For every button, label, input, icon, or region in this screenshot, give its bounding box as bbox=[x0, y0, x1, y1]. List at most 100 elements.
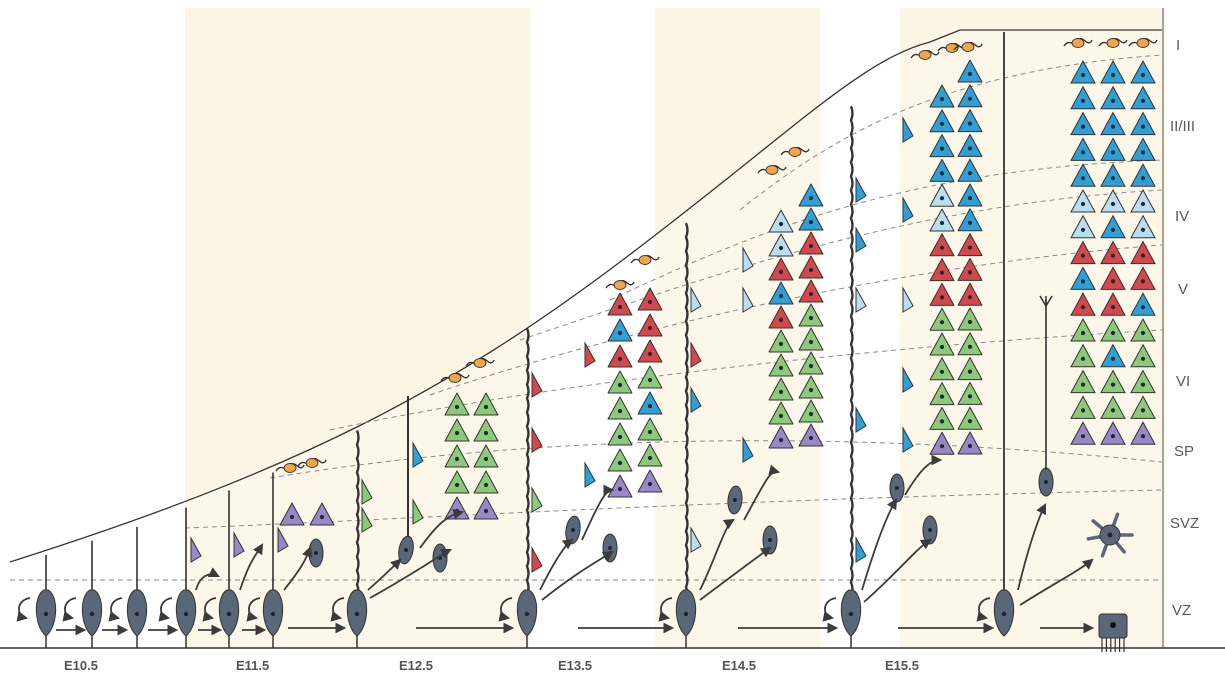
pyramidal-neuron-icon bbox=[1130, 137, 1156, 161]
pyramidal-neuron-icon bbox=[607, 344, 633, 368]
neuron-body bbox=[798, 255, 824, 279]
neuron-body bbox=[798, 327, 824, 351]
background-band bbox=[350, 8, 530, 648]
radial-glia-fibers bbox=[45, 32, 1005, 602]
nucleus bbox=[1140, 330, 1146, 336]
pyramidal-neuron-icon bbox=[607, 292, 633, 316]
neuron-body bbox=[444, 418, 470, 442]
neuron-body bbox=[1100, 266, 1126, 290]
cr-body bbox=[961, 42, 975, 52]
neuron-body bbox=[531, 546, 543, 573]
neuron-body bbox=[929, 208, 955, 232]
arrow-icon bbox=[541, 550, 614, 601]
nucleus bbox=[617, 486, 623, 492]
pyramidal-neuron-icon bbox=[798, 399, 824, 423]
nucleus bbox=[1140, 434, 1146, 439]
pyramidal-neuron-icon bbox=[798, 375, 824, 399]
pyramidal-neuron-icon bbox=[1100, 240, 1126, 265]
cajal-retzius-cell-icon bbox=[275, 463, 305, 473]
neuron-body bbox=[1070, 59, 1096, 84]
neuron-body bbox=[929, 382, 955, 406]
neuron-body bbox=[798, 303, 824, 327]
pyramidal-neuron-icon bbox=[1130, 85, 1156, 110]
neuron-body bbox=[742, 246, 754, 273]
neuron-body bbox=[1130, 421, 1156, 445]
neuron-body bbox=[637, 417, 663, 441]
nucleus bbox=[483, 404, 489, 410]
tissue-fill bbox=[10, 30, 1162, 648]
nucleus bbox=[1110, 356, 1116, 361]
nucleus bbox=[939, 444, 945, 449]
arrow-icon bbox=[699, 518, 735, 591]
nucleus bbox=[647, 429, 653, 435]
intermediate-progenitor-icon bbox=[308, 538, 324, 568]
pyramidal-neuron-icon bbox=[768, 281, 794, 305]
pyramidal-neuron-icon bbox=[1070, 59, 1096, 84]
nucleus bbox=[1110, 279, 1116, 284]
cr-body bbox=[283, 463, 297, 473]
neuron-body bbox=[1070, 163, 1096, 187]
cr-body bbox=[1071, 38, 1085, 48]
pyramidal-neuron-icon bbox=[1070, 421, 1096, 445]
nucleus bbox=[939, 245, 945, 250]
pyramidal-neuron-icon bbox=[957, 208, 983, 232]
pyramidal-neuron-icon bbox=[1070, 188, 1096, 213]
labels: I II/III IV V VI SP SVZ VZ E10.5 E11.5 E… bbox=[64, 37, 1199, 673]
laminar-boundaries bbox=[10, 54, 1163, 581]
stage-label-e13-5: E13.5 bbox=[558, 658, 592, 673]
cajal-retzius-cell-icon bbox=[910, 50, 940, 60]
pyramidal-neuron-icon bbox=[690, 286, 702, 313]
pyramidal-neuron-icon bbox=[902, 426, 914, 453]
laminar-boundary-dashed bbox=[329, 329, 1163, 431]
pyramidal-neuron-icon bbox=[957, 133, 983, 157]
nucleus bbox=[1080, 305, 1086, 310]
neuron-body bbox=[957, 84, 983, 108]
pyramidal-neuron-icon bbox=[444, 392, 470, 416]
neuron-body bbox=[309, 502, 335, 526]
pyramidal-neuron-icon bbox=[1100, 163, 1126, 187]
pyramidal-neuron-icon bbox=[444, 444, 470, 468]
neuron-body bbox=[957, 133, 983, 157]
stage-label-e11-5: E11.5 bbox=[236, 658, 269, 673]
neuron-body bbox=[957, 357, 983, 381]
nucleus bbox=[1110, 72, 1116, 78]
neuron-body bbox=[957, 381, 983, 405]
intermediate-progenitor-icon bbox=[727, 485, 743, 515]
neuron-body bbox=[798, 375, 824, 399]
pyramidal-neuron-icon bbox=[531, 546, 543, 573]
pyramidal-neuron-icon bbox=[1130, 214, 1156, 239]
nucleus bbox=[939, 369, 945, 374]
neuron-body bbox=[1070, 188, 1096, 213]
neuron-body bbox=[531, 486, 543, 513]
pyramidal-neuron-icon bbox=[361, 478, 373, 505]
neuron-body bbox=[1100, 292, 1126, 316]
pyramidal-neuron-icon bbox=[1100, 59, 1126, 84]
neuron-body bbox=[798, 183, 824, 207]
nucleus bbox=[1110, 408, 1116, 413]
neuron-body bbox=[1100, 137, 1126, 161]
arrow-icon bbox=[367, 558, 402, 591]
nucleus bbox=[270, 611, 276, 617]
nucleus bbox=[617, 408, 623, 414]
neuron-body bbox=[929, 134, 955, 158]
neuron-body bbox=[929, 258, 955, 282]
neuron-body bbox=[798, 207, 824, 231]
cajal-retzius-cell-icon bbox=[605, 280, 635, 290]
nucleus bbox=[524, 611, 530, 617]
pyramidal-neuron-icon bbox=[1130, 59, 1156, 84]
nucleus bbox=[967, 96, 973, 101]
pyramidal-neuron-icon bbox=[277, 526, 289, 553]
pyramidal-neuron-icon bbox=[1130, 369, 1156, 394]
neuron-body bbox=[768, 209, 794, 233]
pyramidal-neuron-icon bbox=[768, 353, 794, 377]
pyramidal-neuron-icon bbox=[855, 286, 867, 313]
nucleus bbox=[1140, 227, 1146, 232]
neuron-body bbox=[798, 399, 824, 423]
pyramidal-neuron-icon bbox=[473, 418, 499, 442]
neuron-body bbox=[1130, 292, 1156, 316]
pyramidal-neuron-icon bbox=[637, 313, 663, 337]
neuron-body bbox=[637, 365, 663, 389]
nucleus bbox=[1080, 201, 1086, 207]
pyramidal-neuron-icon bbox=[1130, 292, 1156, 316]
pyramidal-neuron-icon bbox=[1070, 317, 1096, 342]
